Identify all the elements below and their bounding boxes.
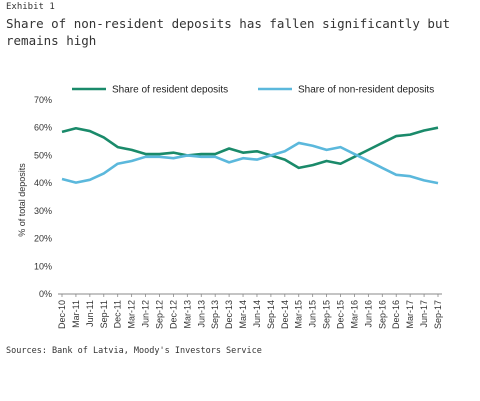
- x-tick-label: Sep-15: [322, 300, 332, 329]
- y-tick-label: 30%: [34, 206, 52, 216]
- x-tick-label: Jun-14: [252, 300, 262, 328]
- series-line-resident: [61, 126, 439, 170]
- x-tick-label: Mar-11: [71, 300, 81, 328]
- y-axis: 0% 10% 20% 30% 40% 50% 60% 70%: [34, 95, 52, 299]
- x-tick-label: Sep-11: [99, 300, 109, 328]
- x-tick-label: Dec-15: [336, 300, 346, 329]
- x-axis: Dec-10 Mar-11 Jun-11 Sep-11 Dec-11 Mar-12 Jun-…: [57, 293, 443, 329]
- y-tick-label: 50%: [34, 150, 52, 160]
- x-tick-label: Mar-12: [127, 300, 137, 329]
- chart-series: [61, 126, 439, 185]
- x-tick-label: Sep-17: [433, 300, 443, 329]
- y-tick-label: 0%: [39, 289, 52, 299]
- x-tick-label: Jun-12: [141, 300, 151, 328]
- y-tick-label: 40%: [34, 178, 52, 188]
- y-axis-label: % of total deposits: [17, 163, 27, 237]
- x-tick-label: Sep-12: [154, 300, 164, 329]
- x-tick-label: Mar-17: [405, 300, 415, 329]
- x-tick-label: Jun-17: [419, 300, 429, 328]
- x-tick-label: Mar-14: [238, 300, 248, 329]
- x-tick-label: Mar-15: [294, 300, 304, 329]
- x-tick-label: Sep-14: [266, 300, 276, 329]
- x-tick-label: Jun-16: [363, 300, 373, 328]
- x-tick-label: Mar-16: [349, 300, 359, 329]
- chart-legend: Share of resident deposits Share of non-r…: [72, 85, 434, 96]
- x-tick-label: Dec-16: [391, 300, 401, 329]
- x-tick-label: Dec-14: [280, 300, 290, 329]
- x-tick-label: Dec-12: [168, 300, 178, 329]
- x-tick-label: Jun-11: [85, 300, 95, 327]
- legend-label: Share of non-resident deposits: [298, 85, 434, 96]
- y-tick-label: 20%: [34, 234, 52, 244]
- x-tick-label: Mar-13: [182, 300, 192, 329]
- x-tick-label: Jun-13: [196, 300, 206, 328]
- source-note: Sources: Bank of Latvia, Moody's Investo…: [6, 346, 262, 356]
- chart-title: Share of non-resident deposits has falle…: [6, 16, 451, 48]
- exhibit-label: Exhibit 1: [6, 2, 55, 12]
- legend-label: Share of resident deposits: [112, 85, 228, 96]
- x-tick-label: Sep-16: [377, 300, 387, 329]
- x-tick-label: Dec-11: [113, 300, 123, 328]
- y-tick-label: 10%: [34, 261, 52, 271]
- x-tick-label: Jun-15: [308, 300, 318, 328]
- x-tick-label: Sep-13: [210, 300, 220, 329]
- y-tick-label: 70%: [34, 95, 52, 105]
- x-tick-label: Dec-13: [224, 300, 234, 329]
- x-tick-label: Dec-10: [57, 300, 67, 329]
- series-line-non-resident: [61, 141, 439, 185]
- y-tick-label: 60%: [34, 123, 52, 133]
